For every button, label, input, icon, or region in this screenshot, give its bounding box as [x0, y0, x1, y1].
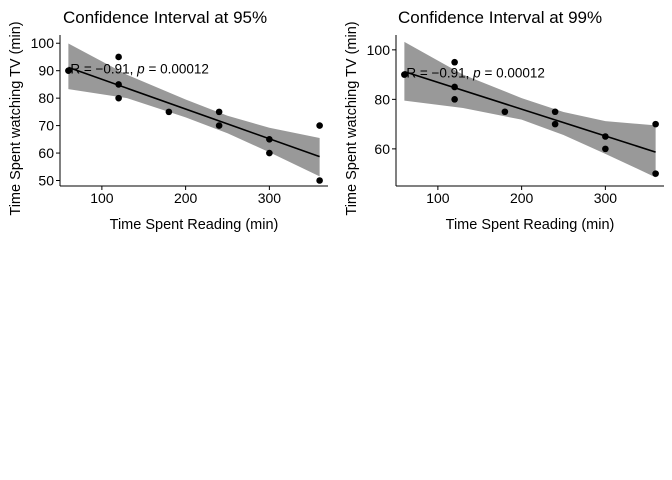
x-tick-label-300: 300 — [258, 190, 282, 206]
chart-title: Confidence Interval at 95% — [63, 8, 267, 27]
annotation-r: R = −0.91, — [70, 62, 137, 77]
annotation-p-value: = 0.00012 — [481, 66, 545, 81]
x-tick-label-100: 100 — [90, 190, 114, 206]
data-point-3 — [451, 83, 458, 91]
y-tick-label-80: 80 — [374, 91, 390, 107]
x-tick-label-200: 200 — [174, 190, 198, 206]
data-point-8 — [602, 133, 609, 140]
y-tick-label-60: 60 — [38, 145, 54, 161]
annotation-p-symbol: p — [472, 66, 481, 81]
data-point-7 — [551, 120, 559, 128]
data-point-9 — [266, 149, 273, 157]
x-tick-label-100: 100 — [426, 190, 450, 206]
data-point-2 — [451, 58, 458, 66]
annotation-p-symbol: p — [136, 62, 145, 77]
regression-line — [404, 70, 656, 153]
correlation-annotation: R = −0.91, p = 0.00012 — [70, 62, 209, 77]
data-point-1 — [401, 71, 408, 78]
data-point-5 — [165, 108, 173, 116]
y-tick-label-70: 70 — [38, 118, 54, 134]
chart-panel-1: 100 200 300 50 60 70 80 90 100 R = −0.91, p = 0.0… — [8, 8, 328, 233]
annotation-p-value: = 0.00012 — [145, 62, 209, 77]
data-point-10 — [652, 120, 659, 128]
x-tick-label-300: 300 — [594, 190, 618, 206]
data-point-11 — [316, 177, 323, 184]
y-tick-label-100: 100 — [31, 35, 55, 51]
data-point-10 — [316, 122, 323, 129]
data-point-4 — [115, 94, 122, 102]
y-tick-label-80: 80 — [38, 90, 54, 106]
y-tick-label-90: 90 — [38, 63, 54, 79]
confidence-band — [404, 41, 656, 178]
data-point-2 — [115, 53, 122, 61]
y-axis-label: Time Spent watching TV (min) — [8, 21, 24, 215]
data-point-8 — [266, 136, 273, 143]
data-point-6 — [551, 108, 559, 116]
data-point-5 — [501, 108, 509, 116]
x-tick-label-200: 200 — [510, 190, 534, 206]
chart-panel-2: 100 200 300 60 80 100 R = −0.91, p = 0.00012 Co… — [344, 8, 664, 233]
data-point-9 — [602, 145, 609, 153]
y-tick-label-60: 60 — [374, 141, 390, 157]
confidence-band — [68, 43, 320, 177]
data-point-11 — [652, 170, 659, 177]
x-axis-label: Time Spent Reading (min) — [110, 217, 279, 233]
regression-line — [68, 66, 320, 158]
data-point-3 — [115, 81, 122, 88]
correlation-annotation: R = −0.91, p = 0.00012 — [406, 66, 545, 81]
data-point-4 — [451, 96, 458, 103]
y-tick-label-100: 100 — [367, 42, 391, 58]
y-axis-label: Time Spent watching TV (min) — [344, 21, 360, 215]
chart-title: Confidence Interval at 99% — [398, 8, 602, 27]
data-point-7 — [215, 122, 223, 129]
annotation-r: R = −0.91, — [406, 66, 473, 81]
y-tick-label-50: 50 — [38, 173, 54, 189]
data-point-6 — [215, 108, 223, 116]
data-point-1 — [65, 67, 72, 74]
x-axis-label: Time Spent Reading (min) — [446, 217, 615, 233]
